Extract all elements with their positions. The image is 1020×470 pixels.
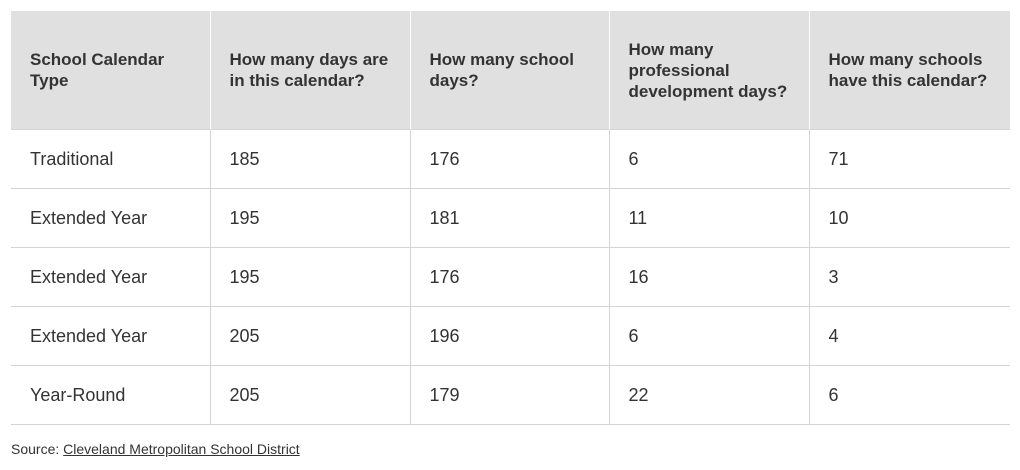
source-link[interactable]: Cleveland Metropolitan School District — [63, 441, 300, 457]
cell-days-in-calendar: 205 — [209, 365, 410, 425]
header-school-count: How many schools have this calendar? — [808, 11, 1010, 130]
cell-calendar-type: Extended Year — [11, 306, 210, 366]
cell-school-days: 196 — [409, 306, 609, 366]
cell-days-in-calendar: 195 — [209, 247, 410, 307]
cell-calendar-type: Traditional — [11, 129, 210, 189]
table-header: School Calendar Type How many days are i… — [11, 11, 1010, 130]
cell-days-in-calendar: 205 — [209, 306, 410, 366]
cell-pd-days: 16 — [608, 247, 809, 307]
cell-days-in-calendar: 185 — [209, 129, 410, 189]
table-row: Traditional 185 176 6 71 — [11, 129, 1010, 189]
cell-pd-days: 11 — [608, 188, 809, 248]
source-prefix: Source: — [11, 441, 60, 457]
cell-calendar-type: Extended Year — [11, 188, 210, 248]
cell-school-days: 181 — [409, 188, 609, 248]
calendar-table: School Calendar Type How many days are i… — [11, 11, 1010, 425]
cell-pd-days: 6 — [608, 129, 809, 189]
cell-school-count: 10 — [808, 188, 1010, 248]
header-calendar-type: School Calendar Type — [11, 11, 210, 130]
table-body: Traditional 185 176 6 71 Extended Year 1… — [11, 129, 1010, 425]
cell-pd-days: 22 — [608, 365, 809, 425]
header-school-days: How many school days? — [409, 11, 609, 130]
cell-school-count: 3 — [808, 247, 1010, 307]
cell-calendar-type: Extended Year — [11, 247, 210, 307]
table-row: Extended Year 205 196 6 4 — [11, 306, 1010, 366]
header-days-in-calendar: How many days are in this calendar? — [209, 11, 410, 130]
cell-school-days: 179 — [409, 365, 609, 425]
table-row: Extended Year 195 181 11 10 — [11, 188, 1010, 248]
calendar-table-container: School Calendar Type How many days are i… — [11, 11, 1010, 425]
cell-school-count: 71 — [808, 129, 1010, 189]
cell-days-in-calendar: 195 — [209, 188, 410, 248]
cell-school-days: 176 — [409, 247, 609, 307]
cell-school-count: 6 — [808, 365, 1010, 425]
cell-school-count: 4 — [808, 306, 1010, 366]
cell-pd-days: 6 — [608, 306, 809, 366]
header-pd-days: How many professional development days? — [608, 11, 809, 130]
cell-calendar-type: Year-Round — [11, 365, 210, 425]
cell-school-days: 176 — [409, 129, 609, 189]
table-row: Extended Year 195 176 16 3 — [11, 247, 1010, 307]
table-row: Year-Round 205 179 22 6 — [11, 365, 1010, 425]
header-row: School Calendar Type How many days are i… — [11, 11, 1010, 130]
source-line: Source: Cleveland Metropolitan School Di… — [11, 441, 300, 457]
